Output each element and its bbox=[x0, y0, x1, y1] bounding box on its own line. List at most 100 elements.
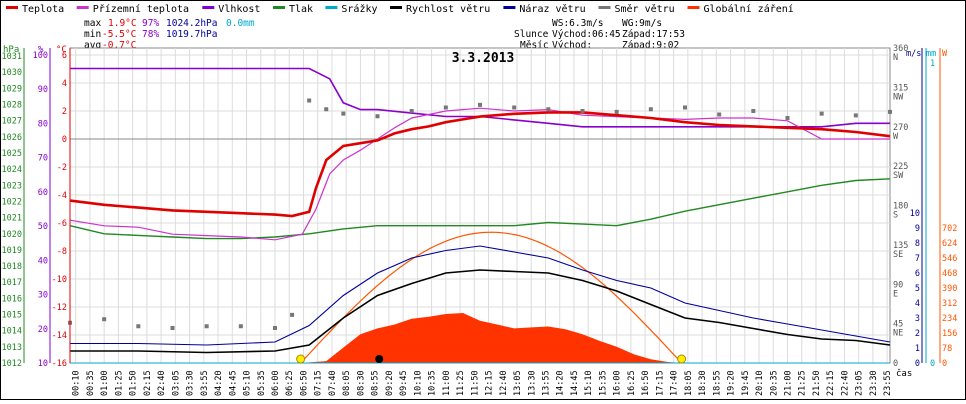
legend-label-6: Náraz větru bbox=[519, 3, 585, 15]
axis-pct-tick-3: 70 bbox=[38, 154, 48, 164]
legend-label-8: Globální záření bbox=[704, 3, 794, 15]
axis-time-tick-57: 23:55 bbox=[883, 370, 893, 396]
axis-dir-tick-0: 360 bbox=[893, 44, 908, 54]
wind-dir-point-15 bbox=[512, 105, 517, 110]
legend-swatch-0 bbox=[6, 6, 18, 9]
stat-avg-label: avg bbox=[84, 40, 101, 51]
sun-rise: Východ:06:45 bbox=[552, 29, 621, 40]
axis-time-tick-7: 03:05 bbox=[171, 370, 181, 396]
axis-ms-tick-1: 9 bbox=[915, 224, 920, 234]
series-gust-line bbox=[70, 245, 891, 346]
axis-hpa-tick-9: 1022 bbox=[2, 197, 22, 207]
axis-dir-label-1: NW bbox=[893, 92, 904, 102]
axis-time-tick-33: 13:55 bbox=[541, 370, 551, 396]
axes: hPa1031103010291028102710261025102410231… bbox=[2, 44, 958, 396]
wind-dir-point-19 bbox=[648, 107, 653, 112]
axis-time-tick-0: 00:10 bbox=[72, 370, 82, 396]
axis-time-tick-11: 04:45 bbox=[228, 370, 238, 396]
axis-dir-label-6: E bbox=[893, 289, 898, 299]
axis-time-tick-48: 20:10 bbox=[755, 370, 765, 396]
wind-dir-point-12 bbox=[409, 109, 414, 113]
axis-temp-tick-11: -16 bbox=[52, 359, 67, 369]
axis-time-tick-49: 20:35 bbox=[769, 370, 779, 396]
axis-w-unit: W bbox=[942, 49, 948, 59]
stat-min-press: 1019.7hPa bbox=[166, 29, 217, 40]
axis-pct-tick-7: 30 bbox=[38, 291, 48, 301]
axis-ms-tick-4: 6 bbox=[915, 269, 920, 279]
axis-dir-tick-1: 315 bbox=[893, 83, 908, 93]
stats-block: max 1.9°C 97% 1024.2hPa 0.0mm min -5.5°C 78% 101… bbox=[84, 18, 685, 51]
axis-time-tick-36: 15:10 bbox=[584, 370, 594, 396]
legend-swatch-4 bbox=[325, 6, 338, 9]
axis-hpa-tick-12: 1019 bbox=[2, 246, 22, 256]
axis-time-tick-20: 08:30 bbox=[356, 370, 366, 396]
legend-label-3: Tlak bbox=[289, 4, 313, 15]
axis-hpa-tick-5: 1026 bbox=[2, 133, 22, 143]
axis-time-tick-25: 10:35 bbox=[428, 370, 438, 396]
axis-time-tick-39: 16:25 bbox=[627, 370, 637, 396]
axis-time-tick-18: 07:40 bbox=[328, 370, 338, 396]
moon-set: Západ:9:02 bbox=[622, 40, 679, 51]
moonset-marker bbox=[375, 355, 384, 363]
axis-time-tick-26: 11:00 bbox=[442, 370, 452, 396]
wind-dir-point-14 bbox=[478, 102, 482, 107]
axis-time-tick-14: 06:00 bbox=[271, 370, 281, 396]
axis-time-tick-56: 23:30 bbox=[869, 370, 879, 396]
axis-ms-unit: m/s bbox=[906, 49, 921, 59]
axis-temp-tick-4: -2 bbox=[57, 163, 67, 173]
axis-dir-tick-2: 270 bbox=[893, 123, 908, 133]
legend-swatch-2 bbox=[202, 6, 215, 9]
axis-hpa-unit: hPa bbox=[3, 45, 19, 55]
axis-hpa-tick-19: 1012 bbox=[2, 359, 22, 369]
axis-dir-label-3: SW bbox=[893, 171, 904, 181]
wind-dir-point-7 bbox=[290, 312, 295, 317]
axis-w-tick-9: 0 bbox=[942, 359, 947, 369]
axis-pct-tick-2: 80 bbox=[38, 119, 48, 129]
axis-temp-tick-10: -14 bbox=[52, 331, 67, 341]
wind-dir-point-9 bbox=[324, 107, 329, 112]
axis-time-tick-55: 23:05 bbox=[855, 370, 865, 396]
axis-hpa-tick-7: 1024 bbox=[2, 165, 22, 175]
stat-avg-temp: -0.7°C bbox=[102, 40, 136, 51]
axis-pct-tick-5: 50 bbox=[38, 222, 48, 232]
legend-swatch-7 bbox=[598, 6, 611, 9]
wind-dir-point-11 bbox=[375, 114, 380, 119]
axis-time-tick-50: 21:00 bbox=[784, 370, 794, 396]
axis-time-tick-8: 03:30 bbox=[186, 370, 196, 396]
axis-dir-tick-5: 135 bbox=[893, 241, 908, 251]
axis-time-tick-32: 13:30 bbox=[527, 370, 537, 396]
axis-dir-label-7: NE bbox=[893, 329, 903, 339]
legend-swatch-8 bbox=[687, 6, 700, 9]
stat-min-temp: -5.5°C bbox=[102, 29, 136, 40]
axis-time-tick-27: 11:25 bbox=[456, 370, 466, 396]
axis-mm-tick-1: 0 bbox=[930, 359, 935, 369]
legend-swatch-5 bbox=[390, 6, 402, 9]
axis-w-tick-8: 78 bbox=[942, 344, 952, 354]
stat-max-hum: 97% bbox=[142, 18, 159, 29]
legend-swatch-6 bbox=[503, 6, 516, 9]
legend-label-2: Vlhkost bbox=[218, 4, 260, 15]
wind-dir-point-26 bbox=[888, 109, 892, 114]
axis-time-tick-52: 21:50 bbox=[812, 370, 822, 396]
axis-temp-tick-2: 2 bbox=[62, 107, 67, 117]
axis-pct-tick-0: 100 bbox=[33, 51, 48, 61]
axis-ms-tick-9: 1 bbox=[915, 344, 920, 354]
axis-time-tick-34: 14:20 bbox=[556, 370, 566, 396]
axis-hpa-tick-15: 1016 bbox=[2, 294, 22, 304]
wind-dir-point-3 bbox=[170, 326, 175, 330]
axis-time-tick-46: 19:20 bbox=[727, 370, 737, 396]
axis-time-tick-29: 12:15 bbox=[485, 370, 495, 396]
axis-pct-tick-4: 60 bbox=[38, 188, 48, 198]
wind-dir-point-23 bbox=[785, 116, 790, 120]
axis-w-tick-5: 312 bbox=[942, 299, 957, 309]
axis-time-tick-37: 15:35 bbox=[598, 370, 608, 396]
series-wind-line bbox=[70, 269, 891, 354]
axis-pct-tick-1: 90 bbox=[38, 85, 48, 95]
axis-time-tick-53: 22:15 bbox=[826, 370, 836, 396]
series-temp-line bbox=[69, 111, 891, 218]
grid bbox=[70, 48, 890, 364]
moon-rise: Východ: bbox=[552, 40, 592, 51]
axis-hpa-tick-10: 1021 bbox=[2, 214, 22, 224]
